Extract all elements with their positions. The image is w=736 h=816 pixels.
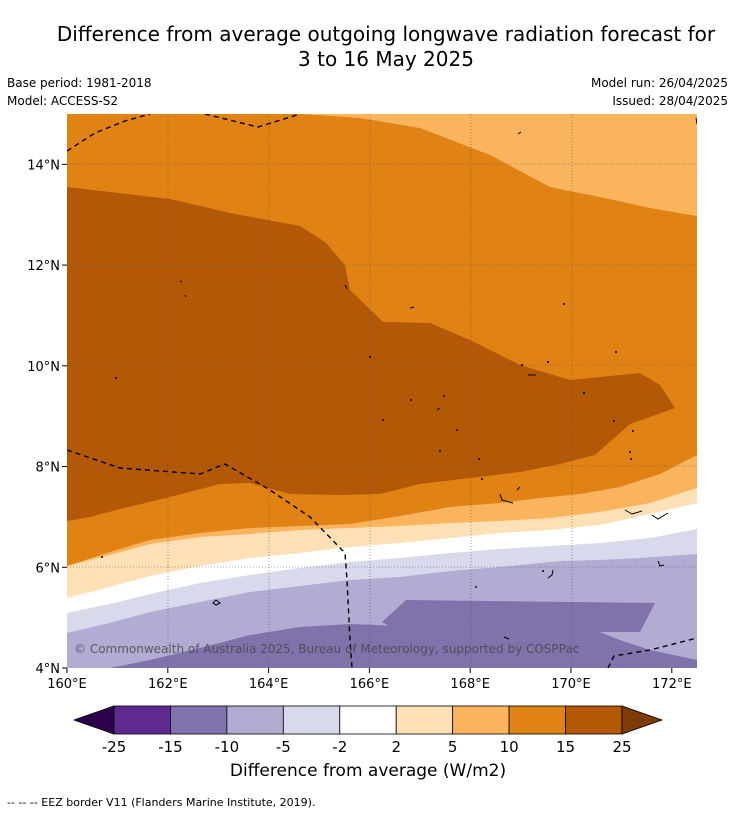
map-title: Difference from average outgoing longwav… bbox=[0, 22, 736, 72]
info-right: Model run: 26/04/2025 Issued: 28/04/2025 bbox=[591, 75, 728, 111]
lat-tick-label: 12°N bbox=[27, 259, 60, 274]
colorbar-extend-high bbox=[621, 705, 664, 735]
island-dot bbox=[101, 556, 103, 558]
colorbar-tick-label: -15 bbox=[158, 738, 183, 756]
colorbar-segment bbox=[113, 705, 171, 735]
island-dot bbox=[410, 399, 412, 401]
issued-date: Issued: 28/04/2025 bbox=[612, 94, 728, 108]
colorbar-tick-label: 5 bbox=[448, 738, 458, 756]
colorbar-tick-label: 2 bbox=[391, 738, 401, 756]
island-outline bbox=[624, 509, 643, 515]
lon-tick-label: 168°E bbox=[450, 677, 490, 692]
island-dot bbox=[563, 303, 565, 305]
island-outline bbox=[212, 599, 221, 606]
island-outline bbox=[474, 585, 478, 589]
island-outline bbox=[499, 493, 514, 504]
colorbar-segment bbox=[565, 705, 623, 735]
island-dot bbox=[382, 419, 384, 421]
island-outline bbox=[517, 131, 522, 135]
contour-fields bbox=[67, 114, 697, 668]
island-outline bbox=[409, 306, 415, 309]
island-outline bbox=[179, 280, 183, 283]
island-dots bbox=[101, 303, 634, 572]
island-dot bbox=[547, 361, 549, 363]
island-dot bbox=[369, 356, 371, 358]
lon-tick-label: 172°E bbox=[652, 677, 692, 692]
island-dot bbox=[481, 478, 483, 480]
model-run: Model run: 26/04/2025 bbox=[590, 76, 728, 90]
island-outline bbox=[436, 407, 441, 411]
colorbar-label: Difference from average (W/m2) bbox=[229, 761, 507, 781]
longitude-axis: 160°E 162°E 164°E 166°E 168°E 170°E 172°E bbox=[47, 668, 692, 692]
contour-fill bbox=[382, 600, 655, 632]
colorbar-tick-label: -25 bbox=[102, 738, 127, 756]
island-dot bbox=[542, 570, 544, 572]
colorbar-segment bbox=[170, 705, 228, 735]
colorbar-tick-label: -5 bbox=[276, 738, 291, 756]
island-dot bbox=[583, 392, 585, 394]
colorbar-segment bbox=[452, 705, 510, 735]
island-dot bbox=[629, 451, 631, 453]
colorbar-extend-low bbox=[72, 705, 115, 735]
colorbar-tick-label: -2 bbox=[332, 738, 347, 756]
latitude-axis: 4°N 6°N 8°N 10°N 12°N 14°N bbox=[27, 158, 67, 677]
colorbar-segment bbox=[395, 705, 454, 735]
lon-tick-label: 166°E bbox=[350, 677, 390, 692]
eez-footnote: -- -- -- EEZ border V11 (Flanders Marine… bbox=[7, 796, 316, 809]
island-outline bbox=[516, 486, 521, 491]
colorbar-tick-label: 10 bbox=[500, 738, 519, 756]
title-line-1: Difference from average outgoing longwav… bbox=[56, 22, 716, 46]
eez-border bbox=[67, 114, 151, 152]
eez-border bbox=[67, 449, 353, 668]
lat-tick-label: 14°N bbox=[27, 158, 60, 173]
eez-border bbox=[607, 637, 697, 668]
island-dot bbox=[630, 458, 632, 460]
lon-tick-label: 170°E bbox=[551, 677, 591, 692]
island-outline bbox=[657, 560, 665, 567]
island-dot bbox=[613, 420, 615, 422]
island-outline bbox=[651, 512, 669, 520]
lat-tick-label: 10°N bbox=[27, 360, 60, 375]
island-dot bbox=[632, 430, 634, 432]
lon-tick-label: 160°E bbox=[47, 677, 87, 692]
island-dot bbox=[443, 395, 445, 397]
island-outline bbox=[547, 569, 554, 579]
island-outline bbox=[344, 284, 348, 290]
colorbar-tick-label: -10 bbox=[215, 738, 240, 756]
lon-tick-label: 162°E bbox=[148, 677, 188, 692]
eez-border bbox=[204, 114, 301, 128]
island-dot bbox=[115, 377, 117, 379]
colorbar-segment bbox=[508, 705, 566, 735]
colorbar: -25 -15 -10 -5 -2 2 5 10 15 25 bbox=[72, 705, 664, 756]
info-left: Base period: 1981-2018 Model: ACCESS-S2 bbox=[7, 75, 152, 111]
base-period: Base period: 1981-2018 bbox=[7, 76, 152, 90]
copyright-text: © Commonwealth of Australia 2025, Bureau… bbox=[74, 642, 579, 656]
lat-tick-label: 6°N bbox=[36, 561, 61, 576]
island-outline bbox=[695, 117, 697, 125]
colorbar-tick-label: 15 bbox=[556, 738, 575, 756]
model-name: Model: ACCESS-S2 bbox=[7, 94, 119, 108]
island-dot bbox=[615, 351, 617, 353]
lon-tick-label: 164°E bbox=[249, 677, 289, 692]
colorbar-tick-label: 25 bbox=[612, 738, 631, 756]
contour-fill bbox=[67, 187, 675, 521]
island-dot bbox=[439, 450, 441, 452]
island-outline bbox=[184, 294, 187, 298]
colorbar-segment bbox=[282, 705, 341, 735]
colorbar-segment bbox=[226, 705, 284, 735]
island-dot bbox=[478, 458, 480, 460]
islands bbox=[179, 117, 697, 640]
colorbar-segment bbox=[339, 705, 397, 735]
eez-borders bbox=[67, 114, 697, 668]
lat-tick-label: 4°N bbox=[36, 662, 61, 677]
lat-tick-label: 8°N bbox=[36, 461, 61, 476]
island-dot bbox=[521, 364, 523, 366]
graticule bbox=[67, 114, 697, 668]
island-dot bbox=[456, 429, 458, 431]
island-outline bbox=[503, 636, 510, 640]
title-line-2: 3 to 16 May 2025 bbox=[298, 47, 474, 71]
